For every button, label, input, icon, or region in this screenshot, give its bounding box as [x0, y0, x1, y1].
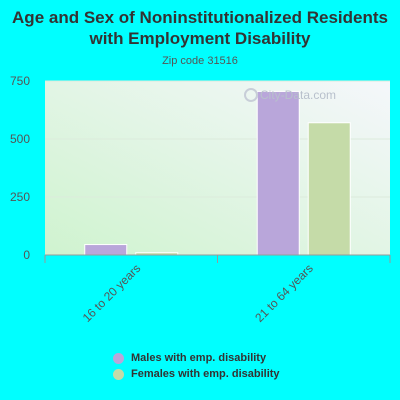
legend: Males with emp. disability Females with …: [113, 350, 280, 382]
bar: [84, 244, 128, 256]
legend-swatch-females: [113, 368, 124, 380]
legend-item-females: Females with emp. disability: [113, 366, 280, 382]
watermark-text: City-Data.com: [260, 88, 336, 102]
chart-subtitle: Zip code 31516: [162, 55, 238, 67]
y-tick-label: 500: [10, 132, 30, 146]
x-tick-label: 21 to 64 years: [252, 261, 316, 325]
legend-item-males: Males with emp. disability: [113, 350, 280, 366]
bar: [307, 122, 351, 256]
chart-title: Age and Sex of Noninstitutionalized Resi…: [12, 8, 388, 48]
bar: [256, 90, 300, 256]
y-tick-label: 750: [10, 74, 30, 88]
legend-label-males: Males with emp. disability: [131, 352, 267, 364]
legend-swatch-males: [113, 352, 124, 364]
y-tick-label: 0: [23, 248, 30, 262]
watermark-icon: [244, 88, 258, 102]
legend-label-females: Females with emp. disability: [131, 368, 280, 380]
y-tick-label: 250: [10, 190, 30, 204]
watermark: City-Data.com: [244, 88, 336, 102]
x-tick-label: 16 to 20 years: [80, 261, 144, 325]
